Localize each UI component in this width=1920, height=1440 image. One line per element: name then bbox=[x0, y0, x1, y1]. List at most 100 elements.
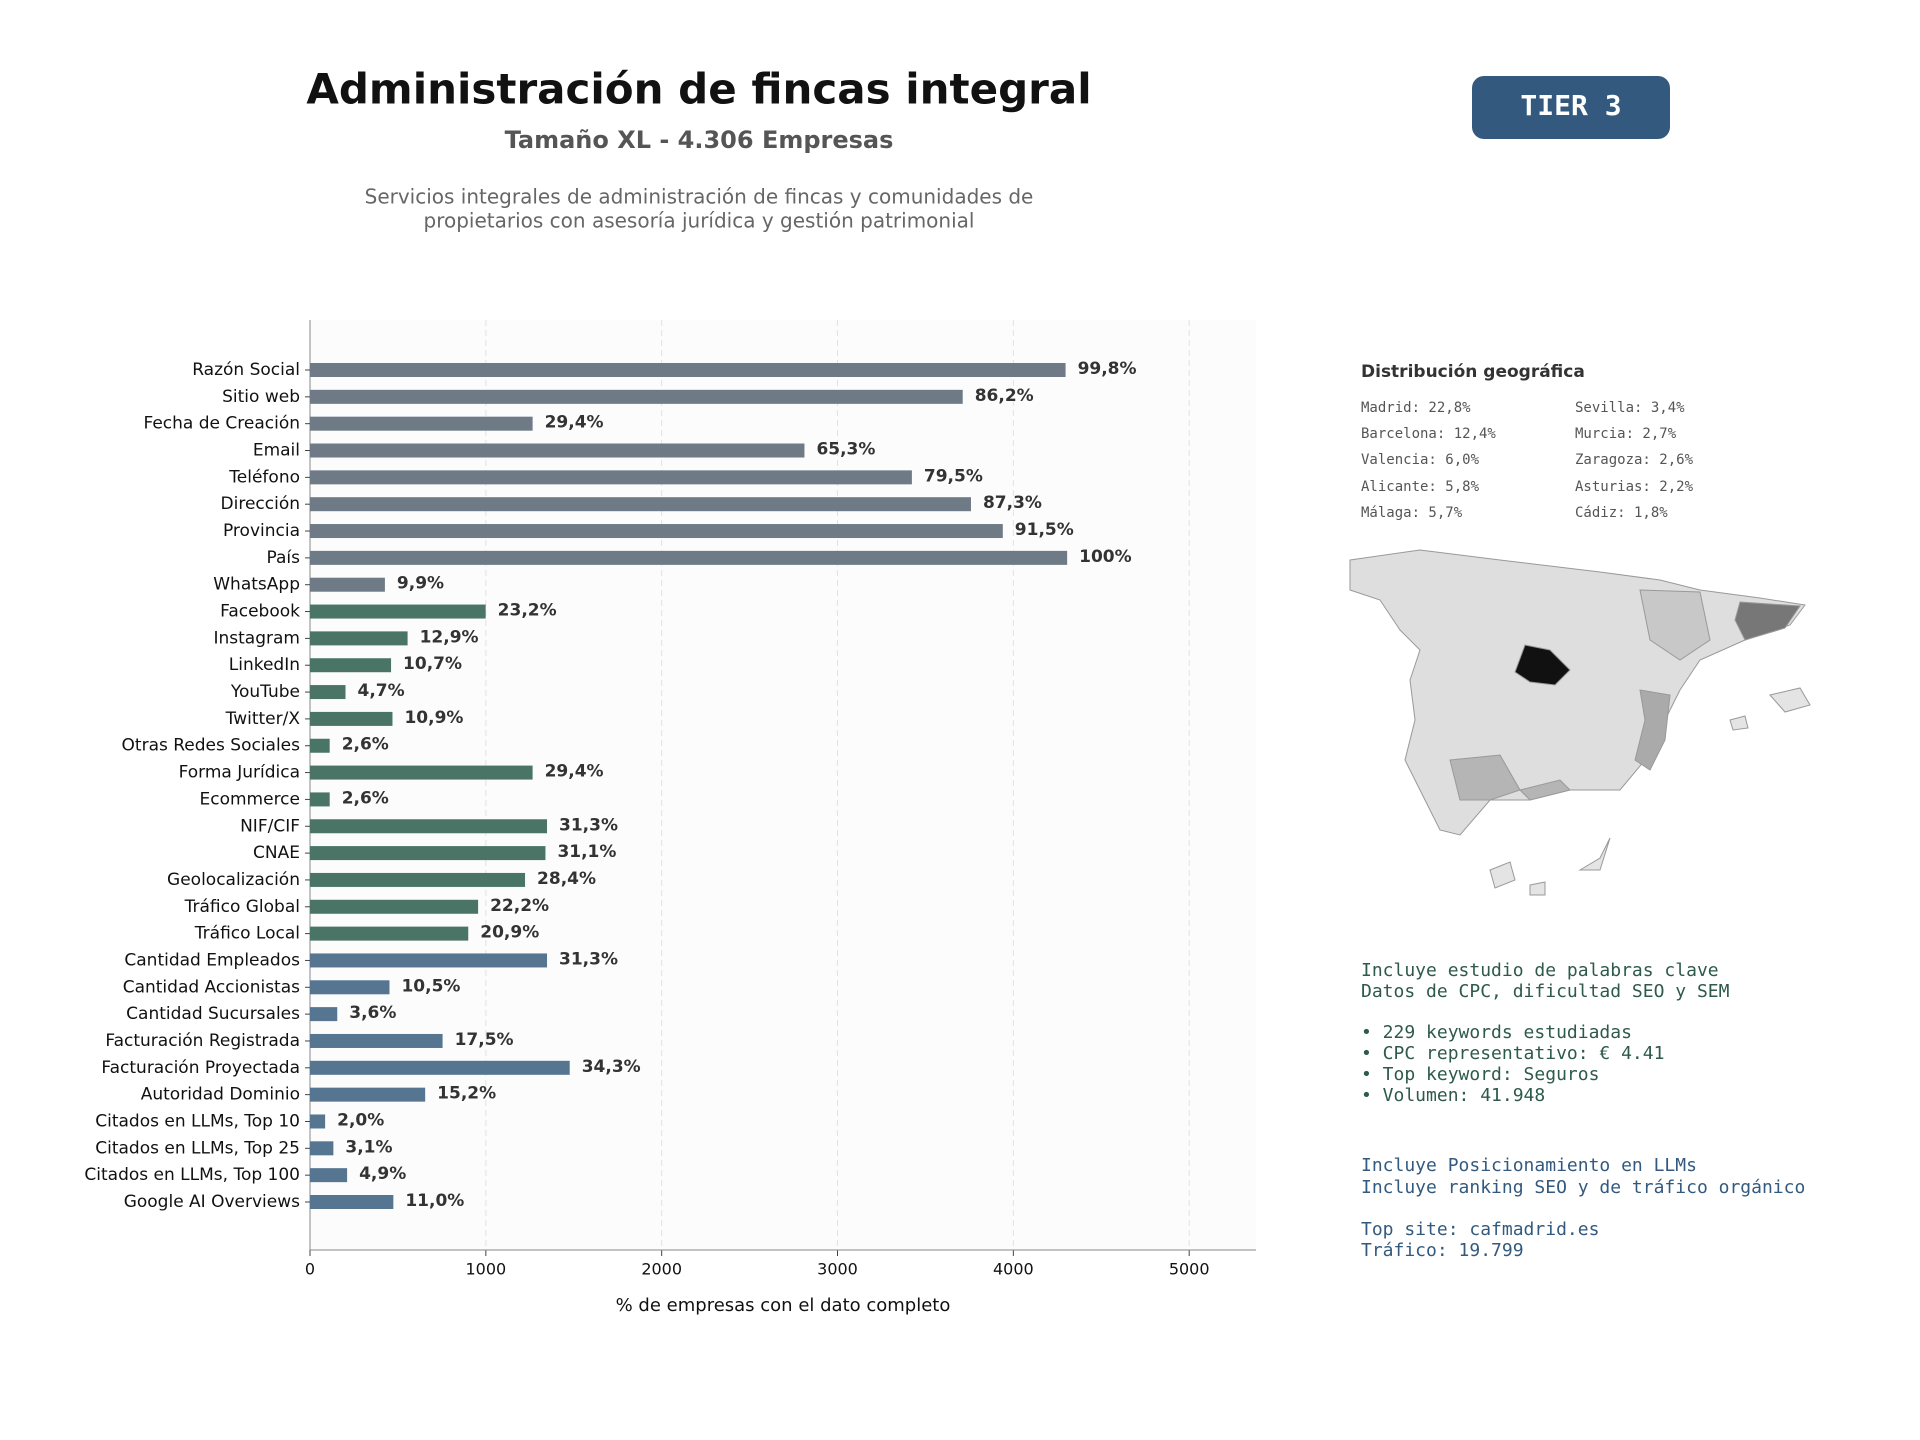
map-region bbox=[1639, 589, 1711, 661]
value-label: 17,5% bbox=[455, 1030, 514, 1050]
bar bbox=[310, 524, 1003, 539]
value-label: 10,5% bbox=[401, 976, 460, 996]
y-tick-label: WhatsApp bbox=[213, 575, 300, 595]
y-tick-label: Dirección bbox=[221, 494, 300, 514]
x-tick-label: 3000 bbox=[817, 1260, 858, 1279]
value-label: 31,3% bbox=[559, 949, 618, 969]
map-island bbox=[1529, 881, 1546, 896]
geo-item: Barcelona: 12,4% bbox=[1361, 426, 1496, 442]
map-region bbox=[1519, 779, 1571, 801]
bar bbox=[310, 1195, 394, 1209]
y-tick-label: Autoridad Dominio bbox=[141, 1085, 300, 1105]
badge-box bbox=[1472, 76, 1670, 139]
x-axis-label: % de empresas con el dato completo bbox=[616, 1295, 951, 1316]
seo-bullet: • CPC representativo: € 4.41 bbox=[1361, 1043, 1664, 1064]
y-tick-label: Cantidad Empleados bbox=[124, 950, 300, 970]
map-island bbox=[1729, 715, 1749, 731]
y-tick-label: Google AI Overviews bbox=[124, 1192, 300, 1212]
seo-bullet: • Volumen: 41.948 bbox=[1361, 1085, 1545, 1106]
geo-item: Málaga: 5,7% bbox=[1361, 505, 1463, 521]
y-tick-label: LinkedIn bbox=[229, 655, 300, 675]
geo-title: Distribución geográfica bbox=[1361, 362, 1585, 382]
map bbox=[1349, 549, 1811, 896]
value-label: 10,9% bbox=[404, 708, 463, 728]
y-tick-label: Forma Jurídica bbox=[179, 763, 300, 783]
bar bbox=[310, 1007, 338, 1022]
value-label: 91,5% bbox=[1015, 520, 1074, 540]
bar bbox=[310, 363, 1066, 377]
geo-item: Asturias: 2,2% bbox=[1575, 479, 1694, 495]
bar bbox=[310, 819, 548, 834]
geo-item: Zaragoza: 2,6% bbox=[1575, 452, 1694, 468]
bar bbox=[310, 497, 971, 512]
llm-text: Incluye Posicionamiento en LLMs bbox=[1361, 1155, 1697, 1176]
y-tick-label: Twitter/X bbox=[225, 709, 301, 729]
value-label: 3,6% bbox=[349, 1003, 396, 1023]
y-tick-label: Email bbox=[253, 441, 300, 461]
y-tick-label: Otras Redes Sociales bbox=[122, 736, 301, 756]
bar bbox=[310, 1033, 443, 1048]
bar bbox=[310, 1114, 326, 1129]
seo-text: Incluye estudio de palabras clave bbox=[1361, 960, 1719, 981]
geo-item: Sevilla: 3,4% bbox=[1575, 400, 1685, 416]
value-label: 2,6% bbox=[342, 788, 389, 808]
plot-area bbox=[310, 320, 1256, 1250]
value-label: 23,2% bbox=[498, 601, 557, 621]
subtitle: Tamaño XL - 4.306 Empresas bbox=[505, 126, 894, 154]
y-tick-label: Tráfico Global bbox=[184, 897, 300, 917]
bar bbox=[310, 550, 1068, 565]
value-label: 28,4% bbox=[537, 869, 596, 889]
value-label: 15,2% bbox=[437, 1084, 496, 1104]
value-label: 4,9% bbox=[359, 1164, 406, 1184]
bar bbox=[310, 443, 805, 458]
y-tick-label: Provincia bbox=[223, 521, 300, 541]
y-tick-label: Geolocalización bbox=[167, 870, 300, 890]
y-tick-label: Teléfono bbox=[228, 467, 300, 487]
value-label: 100% bbox=[1079, 547, 1132, 567]
geo-item: Alicante: 5,8% bbox=[1361, 479, 1480, 495]
value-label: 2,6% bbox=[342, 735, 389, 755]
y-tick-label: Facturación Registrada bbox=[105, 1031, 300, 1051]
value-label: 87,3% bbox=[983, 493, 1042, 513]
y-tick-label: CNAE bbox=[253, 843, 300, 863]
y-tick-label: Citados en LLMs, Top 100 bbox=[84, 1165, 300, 1185]
bar bbox=[310, 765, 533, 780]
y-tick-label: Ecommerce bbox=[200, 789, 301, 809]
value-label: 65,3% bbox=[816, 440, 875, 460]
value-label: 29,4% bbox=[545, 762, 604, 782]
value-label: 11,0% bbox=[405, 1191, 464, 1211]
x-tick-label: 5000 bbox=[1169, 1260, 1210, 1279]
bar bbox=[310, 738, 330, 753]
top-site: Top site: cafmadrid.es bbox=[1361, 1219, 1599, 1240]
bar bbox=[310, 631, 408, 646]
value-label: 31,3% bbox=[559, 815, 618, 835]
bar bbox=[310, 899, 479, 914]
geo-item: Madrid: 22,8% bbox=[1361, 400, 1471, 416]
description: propietarios con asesoría jurídica y ges… bbox=[424, 209, 975, 233]
seo-bullet: • Top keyword: Seguros bbox=[1361, 1064, 1599, 1085]
bar bbox=[310, 846, 546, 861]
bar bbox=[310, 658, 392, 673]
top-site: Tráfico: 19.799 bbox=[1361, 1240, 1524, 1261]
bar bbox=[310, 872, 526, 887]
bar bbox=[310, 416, 533, 431]
x-tick-label: 0 bbox=[305, 1260, 315, 1279]
bar bbox=[310, 980, 390, 995]
value-label: 20,9% bbox=[480, 923, 539, 943]
seo-text: Datos de CPC, dificultad SEO y SEM bbox=[1361, 981, 1730, 1002]
bar bbox=[310, 792, 330, 807]
bar bbox=[310, 1141, 334, 1156]
value-label: 9,9% bbox=[397, 574, 444, 594]
y-tick-label: Tráfico Local bbox=[194, 924, 300, 944]
y-tick-label: YouTube bbox=[230, 682, 300, 702]
x-tick-label: 2000 bbox=[641, 1260, 682, 1279]
y-tick-label: Citados en LLMs, Top 25 bbox=[95, 1138, 300, 1158]
llm-text: Incluye ranking SEO y de tráfico orgánic… bbox=[1361, 1177, 1805, 1198]
map-region bbox=[1449, 754, 1521, 801]
value-label: 22,2% bbox=[490, 896, 549, 916]
bar bbox=[310, 685, 346, 700]
map-region bbox=[1634, 689, 1671, 771]
y-tick-label: Facturación Proyectada bbox=[101, 1058, 300, 1078]
geo-item: Valencia: 6,0% bbox=[1361, 452, 1480, 468]
